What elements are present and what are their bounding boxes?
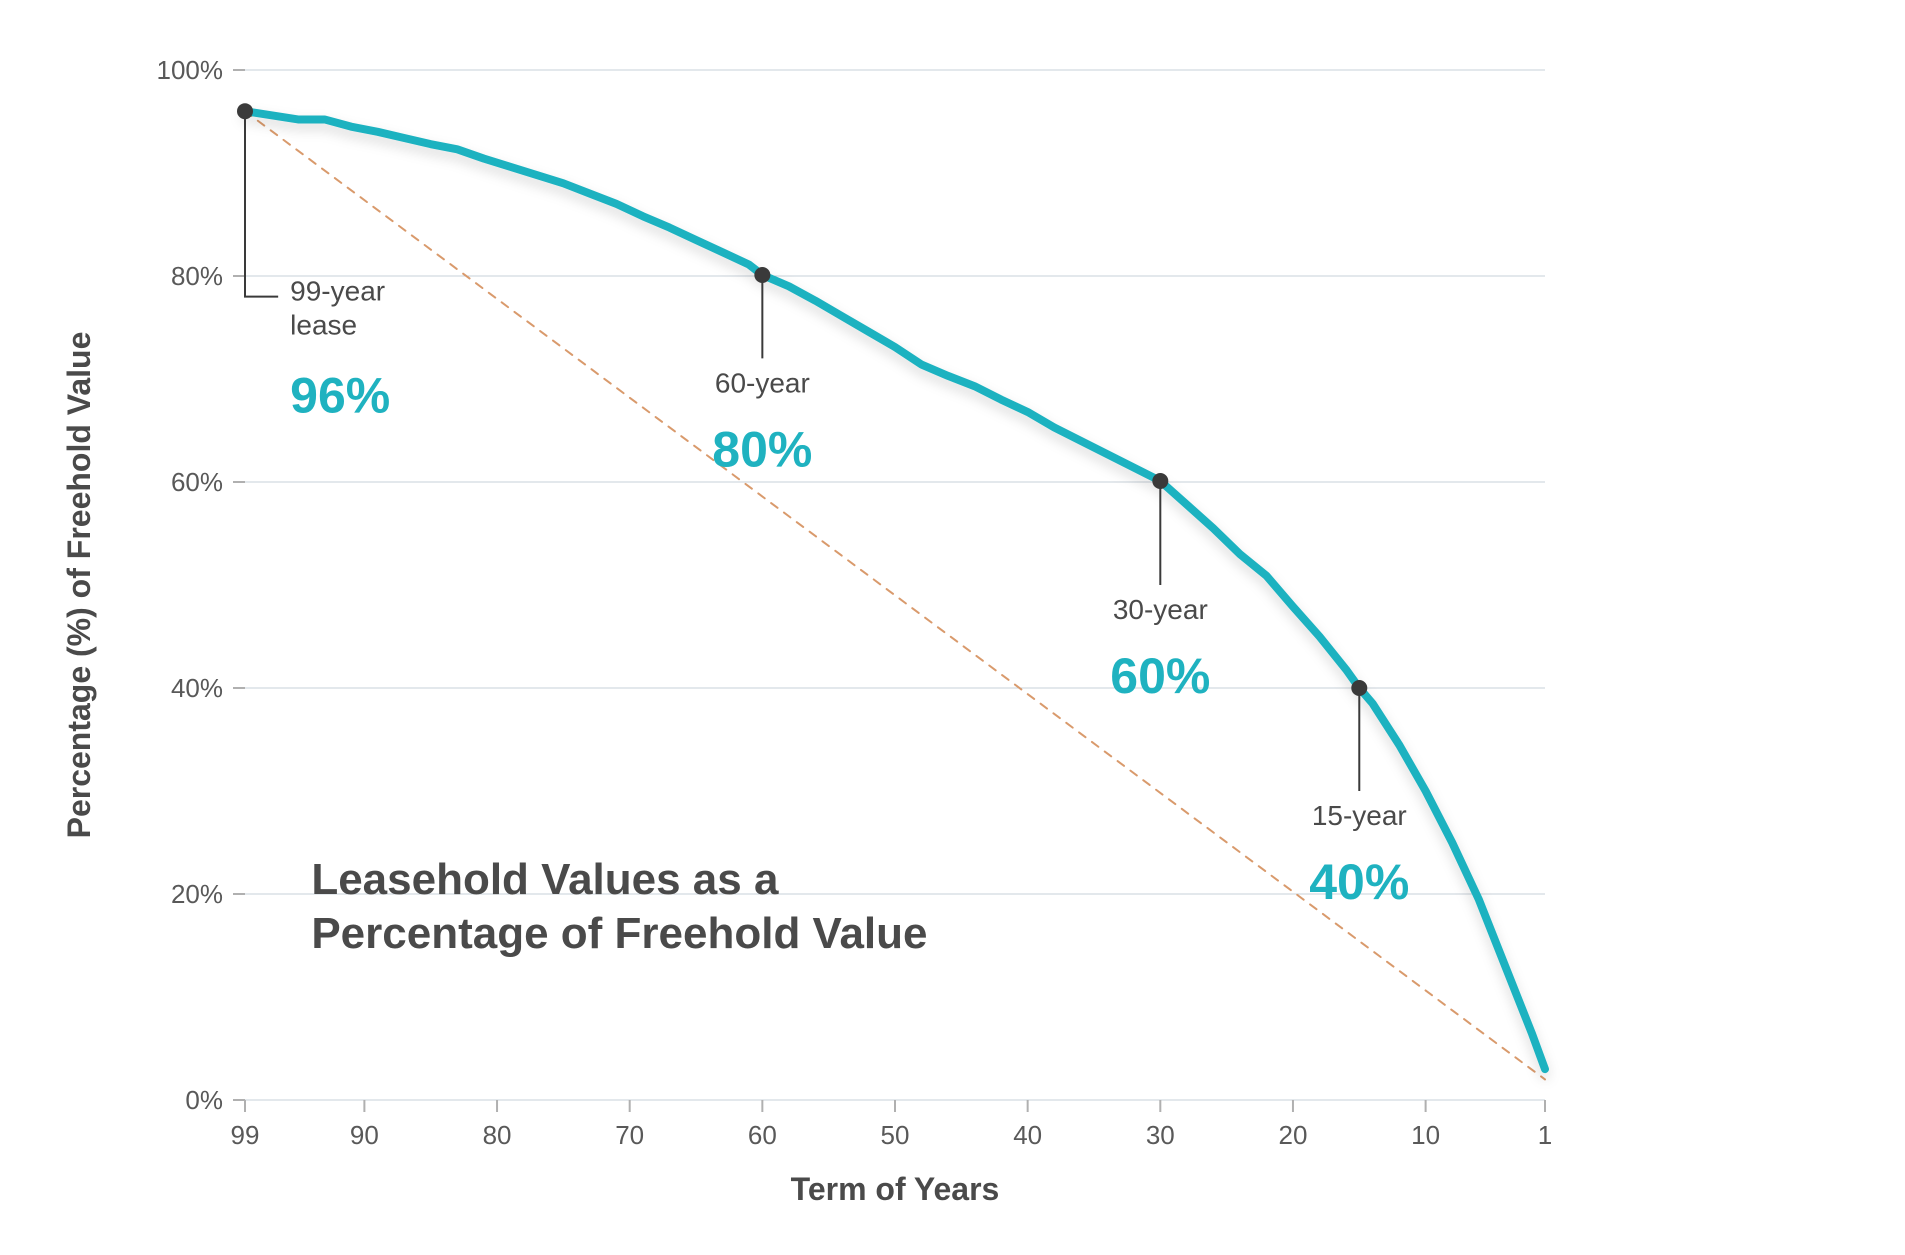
leasehold-chart: 0% 20% 40% 60% 80% 100% 99 90 80 70 60 50 40 30 20 10 1 9… — [0, 0, 1905, 1255]
x-axis-title: Term of Years — [791, 1171, 1000, 1207]
y-tick-label: 40% — [171, 673, 223, 703]
y-tick-label: 60% — [171, 467, 223, 497]
y-tick-label: 0% — [185, 1085, 223, 1115]
chart-background — [0, 0, 1905, 1255]
x-tick-label: 20 — [1278, 1120, 1307, 1150]
chart-title: Leasehold Values as a — [311, 855, 779, 904]
x-tick-label: 70 — [615, 1120, 644, 1150]
x-tick-label: 90 — [350, 1120, 379, 1150]
x-tick-label: 40 — [1013, 1120, 1042, 1150]
callout-value: 80% — [712, 421, 812, 477]
callout-value: 40% — [1309, 854, 1409, 910]
callout-label: 15-year — [1312, 800, 1407, 831]
callout-label: lease — [290, 310, 357, 341]
callout-label: 30-year — [1113, 594, 1208, 625]
y-tick-label: 100% — [157, 55, 224, 85]
x-tick-label: 30 — [1146, 1120, 1175, 1150]
callout-value: 96% — [290, 368, 390, 424]
callout-label: 99-year — [290, 276, 385, 307]
chart-container: 0% 20% 40% 60% 80% 100% 99 90 80 70 60 50 40 30 20 10 1 9… — [0, 0, 1905, 1255]
x-tick-label: 60 — [748, 1120, 777, 1150]
x-tick-label: 99 — [231, 1120, 260, 1150]
y-axis-title: Percentage (%) of Freehold Value — [61, 332, 97, 839]
x-tick-label: 50 — [881, 1120, 910, 1150]
callout-label: 60-year — [715, 367, 810, 398]
y-tick-label: 80% — [171, 261, 223, 291]
x-tick-label: 80 — [483, 1120, 512, 1150]
callout-value: 60% — [1110, 648, 1210, 704]
x-tick-label: 10 — [1411, 1120, 1440, 1150]
chart-title: Percentage of Freehold Value — [311, 909, 927, 958]
x-tick-label: 1 — [1538, 1120, 1552, 1150]
y-tick-label: 20% — [171, 879, 223, 909]
